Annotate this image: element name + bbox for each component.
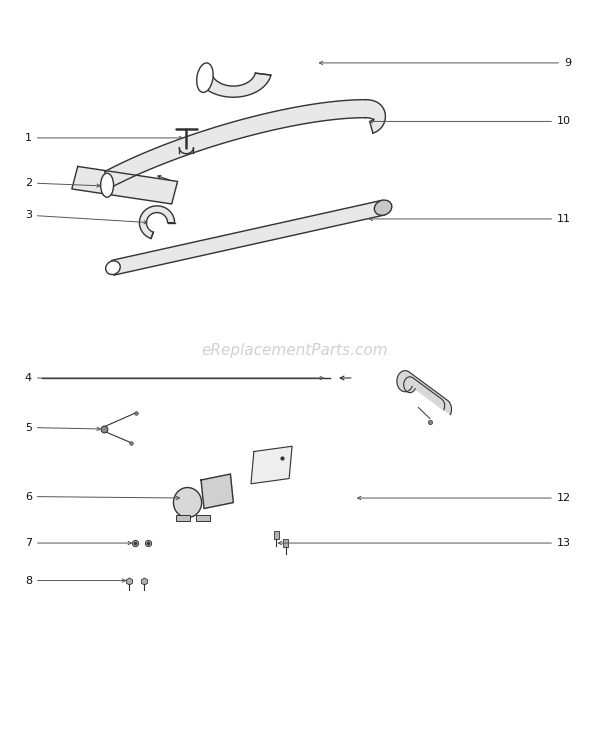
Bar [274, 531, 278, 538]
Text: 5: 5 [25, 422, 100, 432]
Polygon shape [196, 515, 210, 521]
Ellipse shape [106, 261, 120, 275]
Polygon shape [198, 73, 271, 97]
Text: 13: 13 [278, 538, 571, 548]
Polygon shape [251, 447, 292, 483]
Polygon shape [404, 376, 445, 410]
Bar [283, 539, 288, 547]
Ellipse shape [173, 487, 202, 517]
Text: 9: 9 [319, 58, 571, 68]
Text: 7: 7 [25, 538, 132, 548]
Text: 1: 1 [25, 133, 182, 143]
Ellipse shape [101, 173, 113, 197]
Text: eReplacementParts.com: eReplacementParts.com [202, 343, 388, 358]
Text: 3: 3 [25, 210, 148, 224]
Text: 8: 8 [25, 575, 126, 586]
Text: 6: 6 [25, 492, 179, 501]
Text: 12: 12 [358, 493, 571, 503]
Text: 4: 4 [25, 373, 323, 383]
Polygon shape [365, 99, 385, 133]
Text: 11: 11 [369, 214, 571, 224]
Polygon shape [112, 200, 384, 275]
Polygon shape [139, 206, 175, 239]
Polygon shape [176, 515, 191, 521]
Polygon shape [397, 370, 451, 415]
Ellipse shape [374, 200, 392, 215]
Text: 10: 10 [369, 117, 571, 127]
Polygon shape [201, 474, 233, 508]
Polygon shape [72, 166, 178, 204]
Ellipse shape [196, 63, 213, 93]
Text: 2: 2 [25, 178, 100, 188]
Polygon shape [105, 99, 365, 188]
